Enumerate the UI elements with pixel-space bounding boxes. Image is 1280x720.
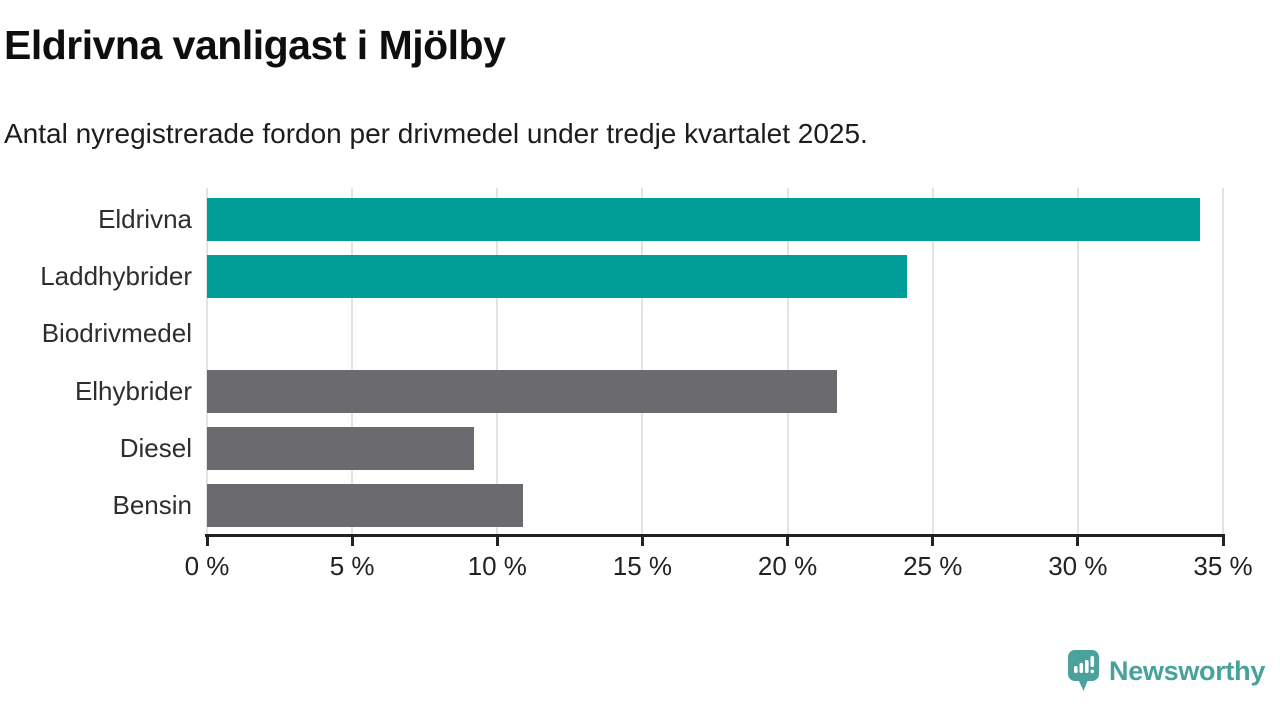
- bar-diesel: [207, 426, 475, 470]
- category-label: Diesel: [119, 432, 192, 463]
- x-axis-tick: [1076, 537, 1080, 546]
- x-axis-tick-label: 15 %: [612, 551, 673, 581]
- x-axis-tick-label: 25 %: [903, 551, 963, 581]
- page-title: Eldrivna vanligast i Mjölby: [4, 22, 506, 68]
- x-axis-tick: [931, 537, 935, 546]
- bar-elhybrider: [207, 369, 837, 413]
- bar-bensin: [207, 483, 524, 527]
- bar-chart: Eldrivna Laddhybrider Biodrivmedel Elhybrid…: [0, 188, 1280, 611]
- gridline: [1076, 188, 1079, 534]
- bar-eldrivna: [207, 198, 1200, 242]
- newsworthy-bubble-icon: [1068, 650, 1099, 691]
- newsworthy-wordmark: Newsworthy: [1109, 655, 1266, 686]
- x-axis-tick: [640, 537, 644, 546]
- gridline: [931, 188, 934, 534]
- gridline: [351, 188, 354, 534]
- gridline: [206, 188, 208, 534]
- x-axis-tick: [1221, 537, 1225, 546]
- x-axis-tick-label: 30 %: [1048, 551, 1108, 581]
- category-label: Bensin: [112, 489, 193, 520]
- x-axis-tick: [786, 537, 790, 546]
- category-label: Biodrivmedel: [41, 318, 192, 349]
- bar-laddhybrider: [207, 255, 907, 299]
- x-axis-tick: [350, 537, 354, 546]
- gridline: [641, 188, 644, 534]
- gridline: [786, 188, 789, 534]
- x-axis-tick-label: 0 %: [184, 551, 230, 581]
- x-axis-tick: [205, 537, 209, 546]
- newsworthy-logo: Newsworthy: [1068, 650, 1265, 692]
- page-subtitle: Antal nyregistrerade fordon per drivmede…: [4, 118, 868, 149]
- x-axis-tick-label: 35 %: [1193, 551, 1253, 581]
- category-label: Elhybrider: [74, 375, 192, 406]
- x-axis-line: [205, 534, 1225, 537]
- x-axis-tick-label: 10 %: [467, 551, 527, 581]
- x-axis-tick-label: 5 %: [329, 551, 375, 581]
- category-label: Eldrivna: [98, 204, 192, 234]
- x-axis-tick: [495, 537, 499, 546]
- gridline: [496, 188, 499, 534]
- gridline: [1222, 188, 1224, 534]
- category-label: Laddhybrider: [40, 261, 192, 292]
- x-axis-tick-label: 20 %: [757, 551, 818, 581]
